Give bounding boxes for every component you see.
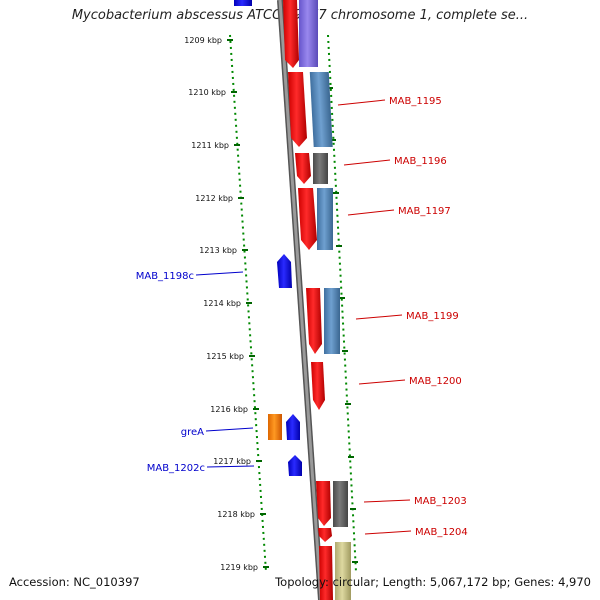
gene-label[interactable]: MAB_1202c bbox=[147, 463, 205, 474]
ruler-tick-label: 1215 kbp bbox=[206, 352, 244, 361]
gene-label[interactable]: MAB_1203 bbox=[414, 496, 467, 507]
gene-arrow bbox=[288, 455, 302, 476]
ruler-ticks: 1209 kbp 1210 kbp 1211 kbp 1212 kbp 1213 kbp… bbox=[184, 36, 358, 572]
gene-label[interactable]: MAB_1195 bbox=[389, 96, 442, 107]
accession-label: Accession: NC_010397 bbox=[9, 575, 140, 589]
category-bars bbox=[299, 0, 351, 600]
gene-label-leader bbox=[355, 314, 403, 320]
ruler-tick-label: 1212 kbp bbox=[195, 194, 233, 203]
chromosome-backbone bbox=[277, 0, 324, 600]
gene-block-top bbox=[234, 0, 252, 6]
gene-arrow bbox=[277, 254, 292, 288]
ruler-tick-label: 1216 kbp bbox=[210, 405, 248, 414]
gene-arrow bbox=[295, 153, 311, 184]
gene-arrow bbox=[318, 528, 332, 542]
gene-label-leader bbox=[337, 99, 386, 106]
gene-label-leader bbox=[364, 530, 412, 535]
gene-arrow bbox=[306, 288, 322, 354]
gene-label[interactable]: greA bbox=[181, 427, 204, 438]
ruler-tick-label: 1210 kbp bbox=[188, 88, 226, 97]
gene-label-leader bbox=[195, 271, 244, 276]
gene-labels: MAB_1195 MAB_1196 MAB_1197 MAB_1198c MAB_119… bbox=[136, 96, 468, 538]
gene-arrow bbox=[311, 362, 325, 410]
gene-arrow bbox=[288, 72, 307, 147]
gene-label[interactable]: MAB_1196 bbox=[394, 156, 447, 167]
ruler-tick-label: 1214 kbp bbox=[203, 299, 241, 308]
gene-label[interactable]: MAB_1204 bbox=[415, 527, 468, 538]
gene-label[interactable]: MAB_1198c bbox=[136, 271, 194, 282]
ruler-tick-label: 1213 kbp bbox=[199, 246, 237, 255]
gene-arrow bbox=[286, 414, 300, 440]
gene-label[interactable]: MAB_1197 bbox=[398, 206, 451, 217]
gene-arrow bbox=[319, 546, 333, 600]
gene-label[interactable]: MAB_1199 bbox=[406, 311, 459, 322]
gene-arrow bbox=[298, 188, 317, 250]
gene-label[interactable]: MAB_1200 bbox=[409, 376, 462, 387]
gene-label-leader bbox=[206, 465, 255, 468]
gene-arrow-greA bbox=[268, 414, 282, 440]
topology-label: Topology: circular; Length: 5,067,172 bp… bbox=[275, 575, 591, 589]
reverse-genes bbox=[268, 254, 302, 476]
gene-label-leader bbox=[205, 427, 254, 432]
gene-arrow bbox=[283, 0, 299, 68]
ruler-tick-label: 1219 kbp bbox=[220, 563, 258, 572]
ruler-tick-label: 1211 kbp bbox=[191, 141, 229, 150]
gene-label-leader bbox=[347, 209, 395, 216]
gene-label-leader bbox=[358, 379, 406, 385]
gene-arrow bbox=[316, 481, 331, 526]
forward-genes bbox=[283, 0, 333, 600]
ruler-tick-label: 1217 kbp bbox=[213, 457, 251, 466]
ruler-tick-label: 1209 kbp bbox=[184, 36, 222, 45]
gene-label-leader bbox=[363, 499, 411, 503]
ruler-tick-label: 1218 kbp bbox=[217, 510, 255, 519]
gene-label-leader bbox=[343, 159, 391, 166]
